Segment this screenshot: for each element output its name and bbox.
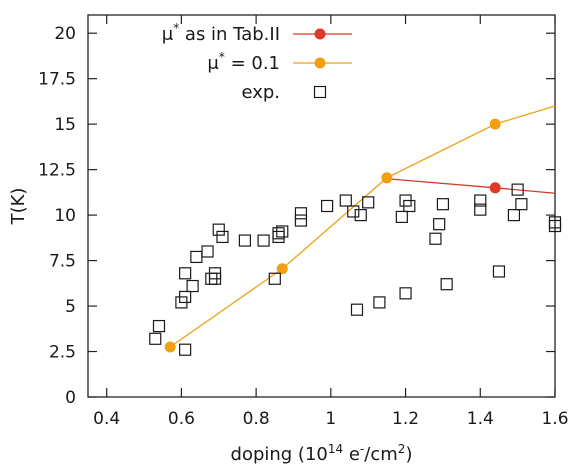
y-axis-ticks: 0 2.5 5 7.5 10 12.5 15 17.5 20 — [38, 24, 555, 408]
legend-marker — [314, 28, 326, 40]
data-point — [362, 196, 375, 209]
x-tick-label: 0.6 — [168, 409, 195, 429]
data-point — [272, 227, 285, 240]
data-point — [515, 198, 528, 211]
data-point — [489, 182, 501, 194]
legend-label-rest: as in Tab.II — [179, 24, 280, 45]
y-tick-label: 7.5 — [49, 252, 76, 272]
y-tick-label: 17.5 — [38, 70, 76, 90]
legend-label-rest: = 0.1 — [225, 53, 280, 74]
x-axis-label-part: ) — [405, 444, 412, 465]
data-point — [507, 208, 521, 222]
x-tick-label: 1.6 — [541, 409, 568, 429]
legend-label: μ* = 0.1 — [207, 50, 280, 74]
data-point — [257, 234, 270, 247]
data-point — [474, 194, 487, 207]
y-axis-label: T(K) — [8, 188, 29, 226]
x-axis-label-sup: 2 — [398, 442, 406, 456]
data-point — [152, 319, 166, 333]
legend-label-main: μ — [162, 24, 174, 45]
y-tick-label: 0 — [65, 388, 76, 408]
y-tick-label: 12.5 — [38, 161, 76, 181]
series-line — [386, 178, 556, 194]
series-0 — [386, 178, 556, 194]
plot-frame — [87, 14, 556, 398]
data-point — [399, 287, 412, 300]
data-point — [511, 183, 524, 196]
x-tick-label: 1.2 — [392, 409, 419, 429]
data-point — [474, 203, 487, 216]
data-point — [403, 199, 416, 213]
legend-label-main: μ — [207, 53, 219, 74]
data-point — [268, 272, 281, 285]
data-point — [440, 278, 453, 291]
x-axis-label-part: doping (10 — [231, 444, 328, 465]
data-point — [381, 172, 393, 184]
data-point — [149, 332, 162, 345]
x-tick-label: 0.8 — [243, 409, 270, 429]
data-point — [201, 245, 214, 258]
x-axis-label-sup: - — [360, 442, 364, 456]
data-point — [179, 267, 192, 280]
x-axis-label-sup: 14 — [328, 442, 343, 456]
data-point — [190, 250, 203, 264]
plot-border — [87, 14, 556, 398]
data-point — [179, 290, 192, 304]
data-point — [212, 223, 225, 236]
x-axis-label-part: /cm — [364, 444, 398, 465]
data-point — [276, 225, 289, 238]
legend-marker — [313, 85, 327, 99]
data-point — [164, 341, 176, 353]
data-point — [492, 265, 506, 278]
data-point — [373, 296, 386, 309]
x-axis-ticks: 0.4 0.6 0.8 1 1.2 1.4 1.6 — [93, 15, 569, 429]
data-layer — [149, 105, 562, 356]
data-point — [294, 214, 308, 227]
data-point — [339, 194, 352, 207]
legend-label-sup: * — [173, 21, 179, 35]
data-point — [433, 218, 446, 231]
data-point — [548, 219, 562, 233]
series-2 — [149, 183, 562, 356]
data-point — [347, 205, 360, 218]
legend-label-sup: * — [219, 50, 225, 64]
x-tick-label: 1 — [325, 409, 336, 429]
x-axis-label-part: e — [343, 444, 360, 465]
y-tick-label: 15 — [54, 115, 76, 135]
data-point — [429, 232, 442, 245]
data-point — [354, 208, 367, 222]
data-point — [208, 272, 222, 285]
legend-marker — [314, 57, 326, 69]
y-tick-label: 20 — [54, 24, 76, 44]
x-tick-label: 1.4 — [467, 409, 494, 429]
data-point — [436, 198, 450, 211]
data-point — [321, 199, 334, 213]
legend-label: μ* as in Tab.II — [162, 21, 280, 45]
x-axis-label: doping (1014 e-/cm2) — [231, 442, 413, 465]
data-point — [489, 118, 501, 130]
data-point — [294, 207, 308, 220]
data-point — [238, 234, 252, 247]
data-point — [216, 230, 229, 244]
legend-label: exp. — [241, 82, 280, 103]
data-point — [350, 303, 364, 316]
data-point — [186, 279, 199, 293]
series-1 — [164, 105, 556, 353]
data-point — [395, 210, 408, 224]
x-tick-label: 0.4 — [93, 409, 120, 429]
y-tick-label: 10 — [54, 206, 76, 226]
data-point — [179, 343, 192, 356]
y-tick-label: 2.5 — [49, 343, 76, 363]
y-tick-label: 5 — [65, 297, 76, 317]
data-point — [276, 263, 288, 275]
